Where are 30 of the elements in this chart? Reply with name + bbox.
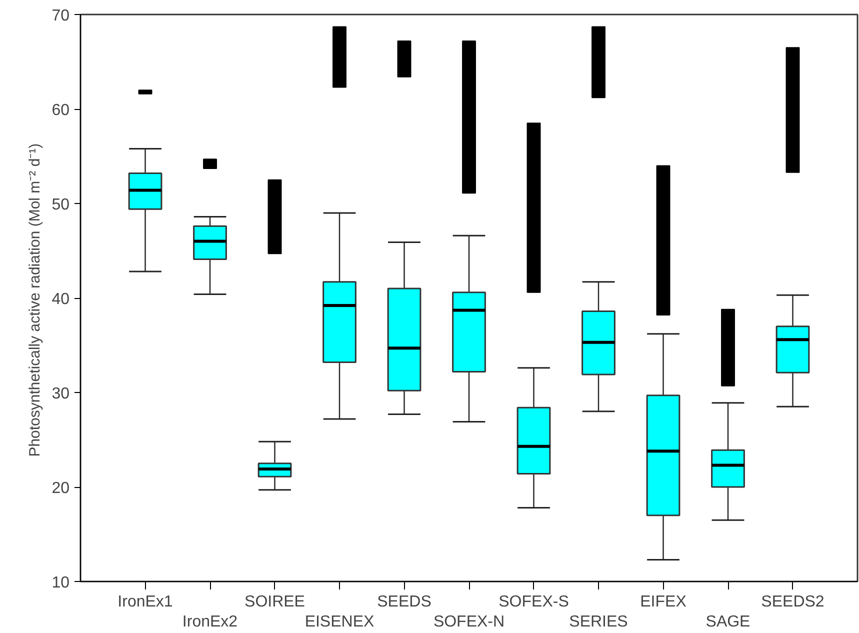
bar — [526, 122, 541, 293]
bar — [656, 165, 670, 316]
x-tick-label: SOFEX-S — [498, 594, 569, 610]
y-tick-label: 60 — [52, 102, 70, 119]
y-tick-label: 50 — [52, 196, 70, 214]
y-tick-label: 70 — [52, 8, 70, 24]
y-tick-label: 10 — [52, 574, 70, 592]
x-tick-label: SEEDS — [377, 594, 432, 610]
bar — [138, 90, 152, 94]
x-tick-label: SAGE — [706, 614, 750, 630]
bar — [592, 26, 606, 98]
bar — [786, 47, 800, 173]
x-tick-label: EIFEX — [640, 594, 687, 610]
x-tick-label: SEEDS2 — [761, 594, 824, 610]
x-tick-label: EISENEX — [304, 614, 375, 630]
x-tick-label: IronEx1 — [118, 594, 173, 610]
y-tick-label: 20 — [52, 480, 70, 497]
y-axis-title: Photosynthetically active radiation (Mol m⁻² d⁻¹) — [26, 143, 44, 457]
x-tick-label: IronEx2 — [182, 614, 238, 630]
bar — [332, 26, 346, 88]
x-tick-label: SOFEX-N — [433, 614, 505, 630]
bar — [462, 40, 476, 194]
y-tick-label: 30 — [52, 386, 70, 402]
x-tick-label: SERIES — [569, 614, 628, 630]
bar — [397, 40, 412, 78]
bar — [268, 179, 282, 254]
x-tick-label: SOIREE — [244, 594, 305, 610]
bar — [203, 158, 217, 170]
y-tick-label: 40 — [52, 291, 70, 308]
bar — [721, 308, 735, 386]
